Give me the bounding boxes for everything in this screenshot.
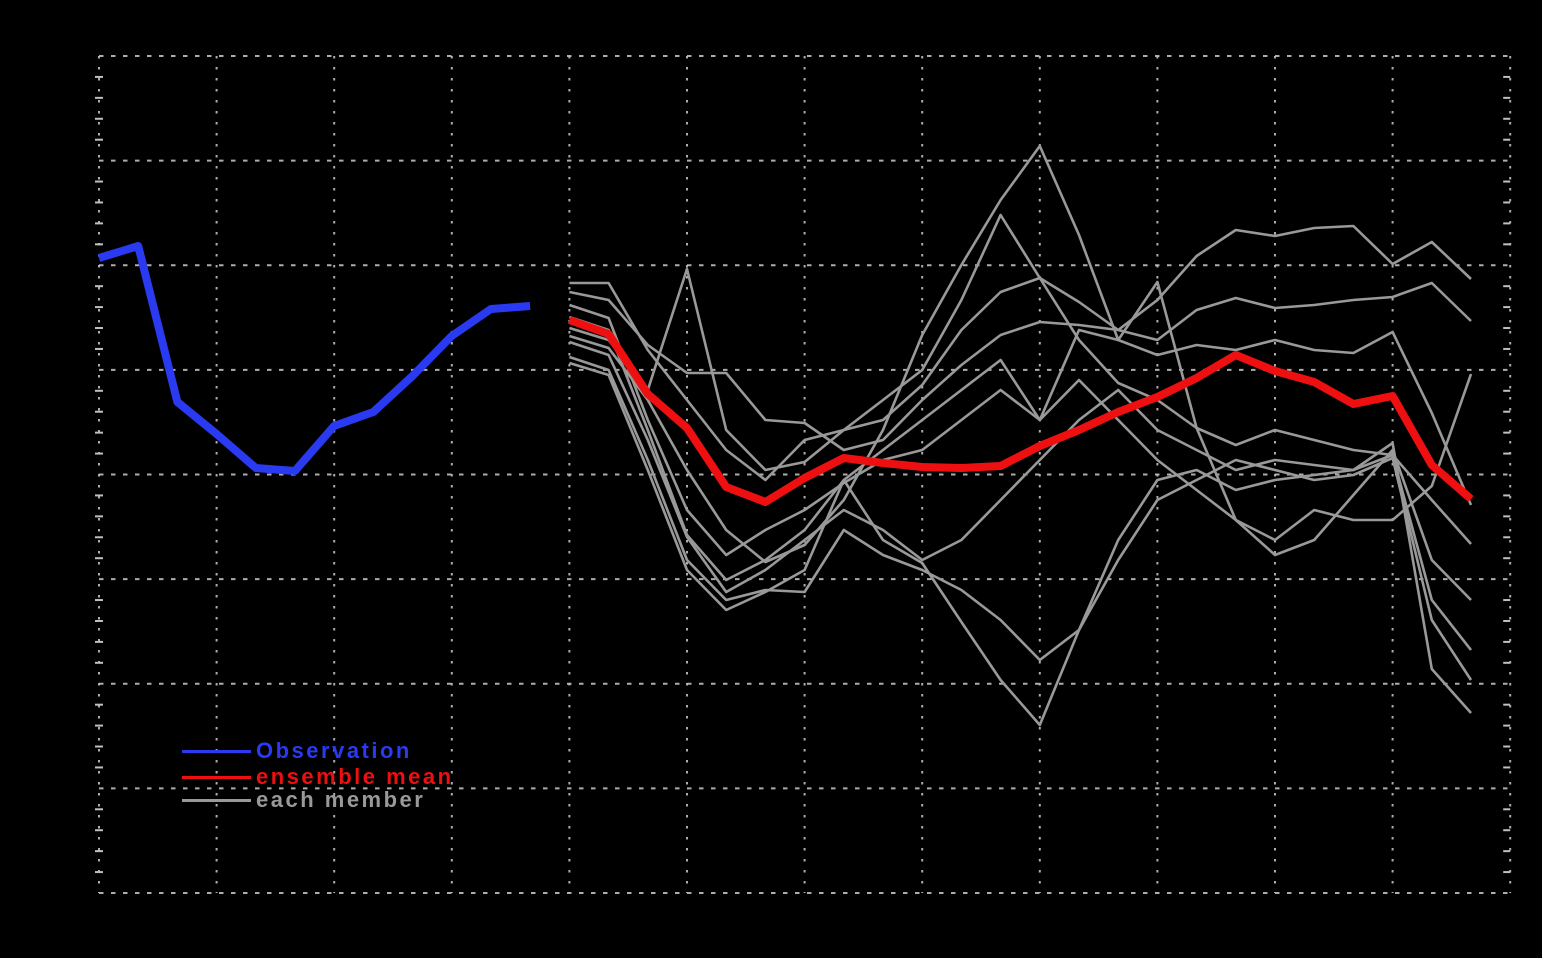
observation-line-swatch <box>182 749 251 753</box>
member-line <box>569 224 1472 482</box>
legend-item-each-member: each member <box>182 787 425 813</box>
member-line <box>569 213 1472 545</box>
member-line <box>568 340 1473 651</box>
member-line <box>569 361 1472 727</box>
legend-item-observation: Observation <box>182 738 412 764</box>
member-line <box>569 144 1472 601</box>
ensemble-mean-line <box>568 316 1474 506</box>
legend-label-each-member: each member <box>256 787 426 812</box>
ensemble-mean-line-swatch <box>182 775 251 779</box>
member-line <box>568 315 1473 582</box>
member-line <box>568 303 1473 557</box>
member-line <box>569 281 1472 452</box>
observation-line <box>97 242 531 475</box>
legend-label-observation: Observation <box>256 738 412 763</box>
member-line <box>568 355 1473 681</box>
member-line-swatch <box>182 798 251 802</box>
legend-label-ensemble-mean: ensemble mean <box>256 764 454 789</box>
legend-item-ensemble-mean: ensemble mean <box>182 764 454 790</box>
